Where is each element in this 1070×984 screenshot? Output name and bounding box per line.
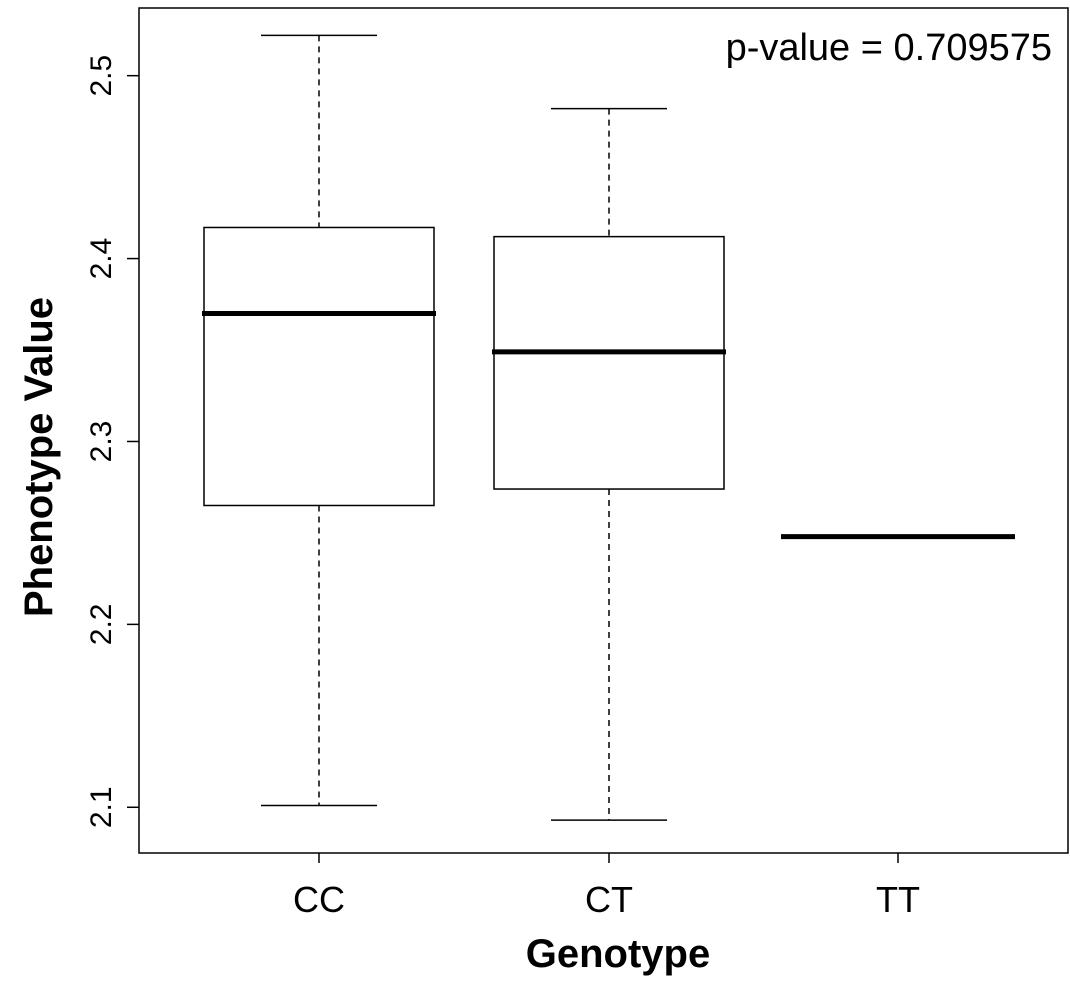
x-tick-label: TT (876, 879, 920, 920)
iqr-box (203, 226, 435, 507)
y-tick-label: 2.5 (85, 55, 118, 97)
p-value-annotation: p-value = 0.709575 (726, 27, 1052, 69)
plot-frame (138, 7, 1069, 854)
x-axis: CC CT TT (293, 853, 920, 920)
y-axis-title: Phenotype Value (17, 297, 61, 617)
x-tick-label: CT (585, 879, 633, 920)
x-axis-title: Genotype (526, 932, 710, 976)
y-tick-label: 2.1 (85, 786, 118, 828)
iqr-box (493, 235, 725, 490)
box-ct (492, 107, 726, 821)
y-tick-label: 2.3 (85, 421, 118, 463)
y-tick-label: 2.2 (85, 604, 118, 646)
box-series (202, 34, 1015, 821)
y-axis: 2.1 2.2 2.3 2.4 2.5 (85, 55, 139, 828)
y-tick-label: 2.4 (85, 238, 118, 280)
x-tick-label: CC (293, 879, 345, 920)
box-cc (202, 34, 436, 807)
